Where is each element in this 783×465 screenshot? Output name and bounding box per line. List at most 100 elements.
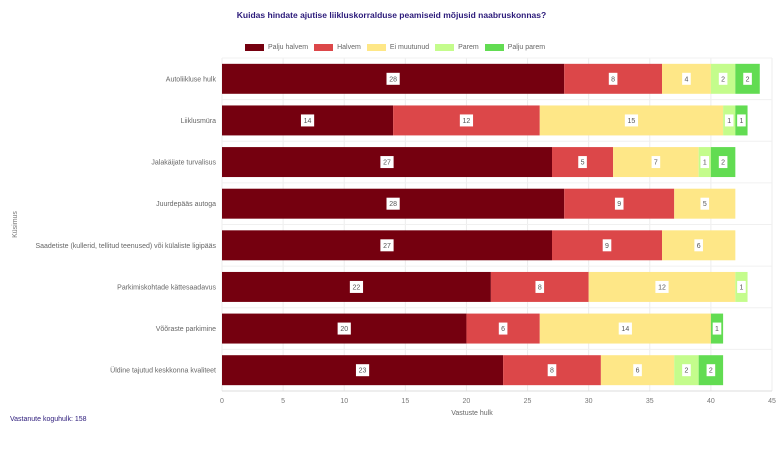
legend-swatch — [314, 44, 334, 51]
data-label: 14 — [621, 326, 629, 333]
x-tick-label: 40 — [707, 398, 715, 405]
legend-swatch — [435, 44, 455, 51]
data-label-bg — [633, 364, 642, 377]
data-label-bg — [700, 156, 710, 169]
data-label: 6 — [501, 326, 505, 333]
legend-item[interactable]: Parem — [435, 44, 479, 51]
data-label: 1 — [715, 326, 719, 333]
data-label-bg — [743, 72, 752, 85]
data-label-bg — [718, 72, 728, 85]
x-tick-label: 20 — [463, 398, 471, 405]
data-label: 22 — [353, 284, 361, 291]
x-tick-label: 35 — [646, 398, 654, 405]
data-label-bg — [706, 364, 716, 377]
data-label-bg — [349, 280, 364, 293]
data-label: 15 — [628, 118, 636, 125]
data-label-bg — [694, 239, 703, 252]
data-label: 7 — [654, 160, 658, 167]
x-axis-title: Vastuste hulk — [451, 410, 493, 417]
data-label: 8 — [550, 368, 554, 375]
data-label-bg — [618, 322, 632, 335]
data-label-bg — [614, 197, 624, 210]
data-label-bg — [380, 156, 394, 169]
x-tick-label: 15 — [401, 398, 409, 405]
data-label: 8 — [611, 76, 615, 83]
data-label-bg — [386, 197, 400, 210]
chart-title: Kuidas hindate ajutise liikluskorralduse… — [236, 10, 547, 20]
data-label-bg — [386, 72, 400, 85]
total-respondents: Vastanute koguhulk: 158 — [10, 416, 87, 423]
data-label: 27 — [383, 243, 391, 250]
y-tick-label: Autoliikluse hulk — [166, 76, 217, 83]
legend-item[interactable]: Palju parem — [484, 44, 546, 51]
data-label: 2 — [684, 368, 688, 375]
data-label-bg — [498, 322, 508, 335]
data-label-bg — [712, 322, 722, 335]
y-tick-label: Liiklusmüra — [181, 118, 217, 125]
x-tick-label: 30 — [585, 398, 593, 405]
y-tick-label: Juurdepääs autoga — [156, 201, 216, 208]
data-label: 23 — [359, 368, 367, 375]
data-label-bg — [355, 364, 370, 377]
legend-label: Halvem — [337, 44, 361, 51]
data-label: 6 — [636, 368, 640, 375]
data-label-bg — [337, 322, 351, 335]
data-label: 9 — [617, 201, 621, 208]
legend-label: Palju halvem — [268, 44, 309, 51]
data-label: 4 — [684, 76, 688, 83]
y-tick-label: Jalakäijate turvalisus — [151, 160, 216, 167]
data-label: 2 — [721, 76, 725, 83]
data-label: 5 — [581, 160, 585, 167]
legend-swatch — [484, 44, 504, 51]
legend-label: Palju parem — [507, 44, 546, 51]
data-label-bg — [535, 280, 545, 293]
y-axis-title: Küsimus — [12, 211, 19, 238]
legend: Palju halvem Halvem Ei muutunud Parem Palju … — [245, 44, 551, 51]
data-label: 1 — [739, 284, 743, 291]
data-label: 28 — [389, 201, 397, 208]
data-label: 27 — [383, 160, 391, 167]
data-label: 6 — [697, 243, 701, 250]
data-label: 1 — [703, 160, 707, 167]
data-label: 1 — [727, 118, 731, 125]
data-label: 2 — [721, 160, 725, 167]
legend-swatch — [366, 44, 386, 51]
data-label-bg — [624, 114, 639, 127]
data-label: 12 — [463, 118, 471, 125]
data-label-bg — [655, 280, 669, 293]
y-tick-label: Üldine tajutud keskkonna kvaliteet — [110, 367, 216, 375]
legend-item[interactable]: Ei muutunud — [366, 44, 430, 51]
data-label-bg — [737, 280, 746, 293]
data-label: 9 — [605, 243, 609, 250]
data-label-bg — [380, 239, 394, 252]
y-tick-label: Parkimiskohtade kättesaadavus — [117, 284, 216, 291]
x-tick-label: 10 — [340, 398, 348, 405]
data-label-bg — [682, 364, 691, 377]
data-label: 2 — [746, 76, 750, 83]
data-label: 5 — [703, 201, 707, 208]
data-label: 20 — [340, 326, 348, 333]
data-label-bg — [724, 114, 734, 127]
x-tick-label: 45 — [768, 398, 776, 405]
x-tick-label: 25 — [524, 398, 532, 405]
data-label-bg — [578, 156, 587, 169]
data-label-bg — [700, 197, 710, 210]
legend-item[interactable]: Halvem — [314, 44, 361, 51]
data-label-bg — [459, 114, 474, 127]
data-label-bg — [651, 156, 661, 169]
data-label-bg — [300, 114, 315, 127]
x-tick-label: 0 — [220, 398, 224, 405]
data-label: 1 — [739, 118, 743, 125]
legend-swatch — [245, 44, 264, 51]
y-tick-label: Võõraste parkimine — [156, 326, 216, 333]
data-label: 12 — [658, 284, 666, 291]
data-label-bg — [602, 239, 612, 252]
data-label-bg — [718, 156, 728, 169]
data-label: 28 — [389, 76, 397, 83]
data-label-bg — [547, 364, 557, 377]
legend-label: Ei muutunud — [389, 44, 430, 51]
legend-item[interactable]: Palju halvem — [245, 44, 308, 51]
data-label-bg — [682, 72, 691, 85]
data-label: 14 — [304, 118, 312, 125]
